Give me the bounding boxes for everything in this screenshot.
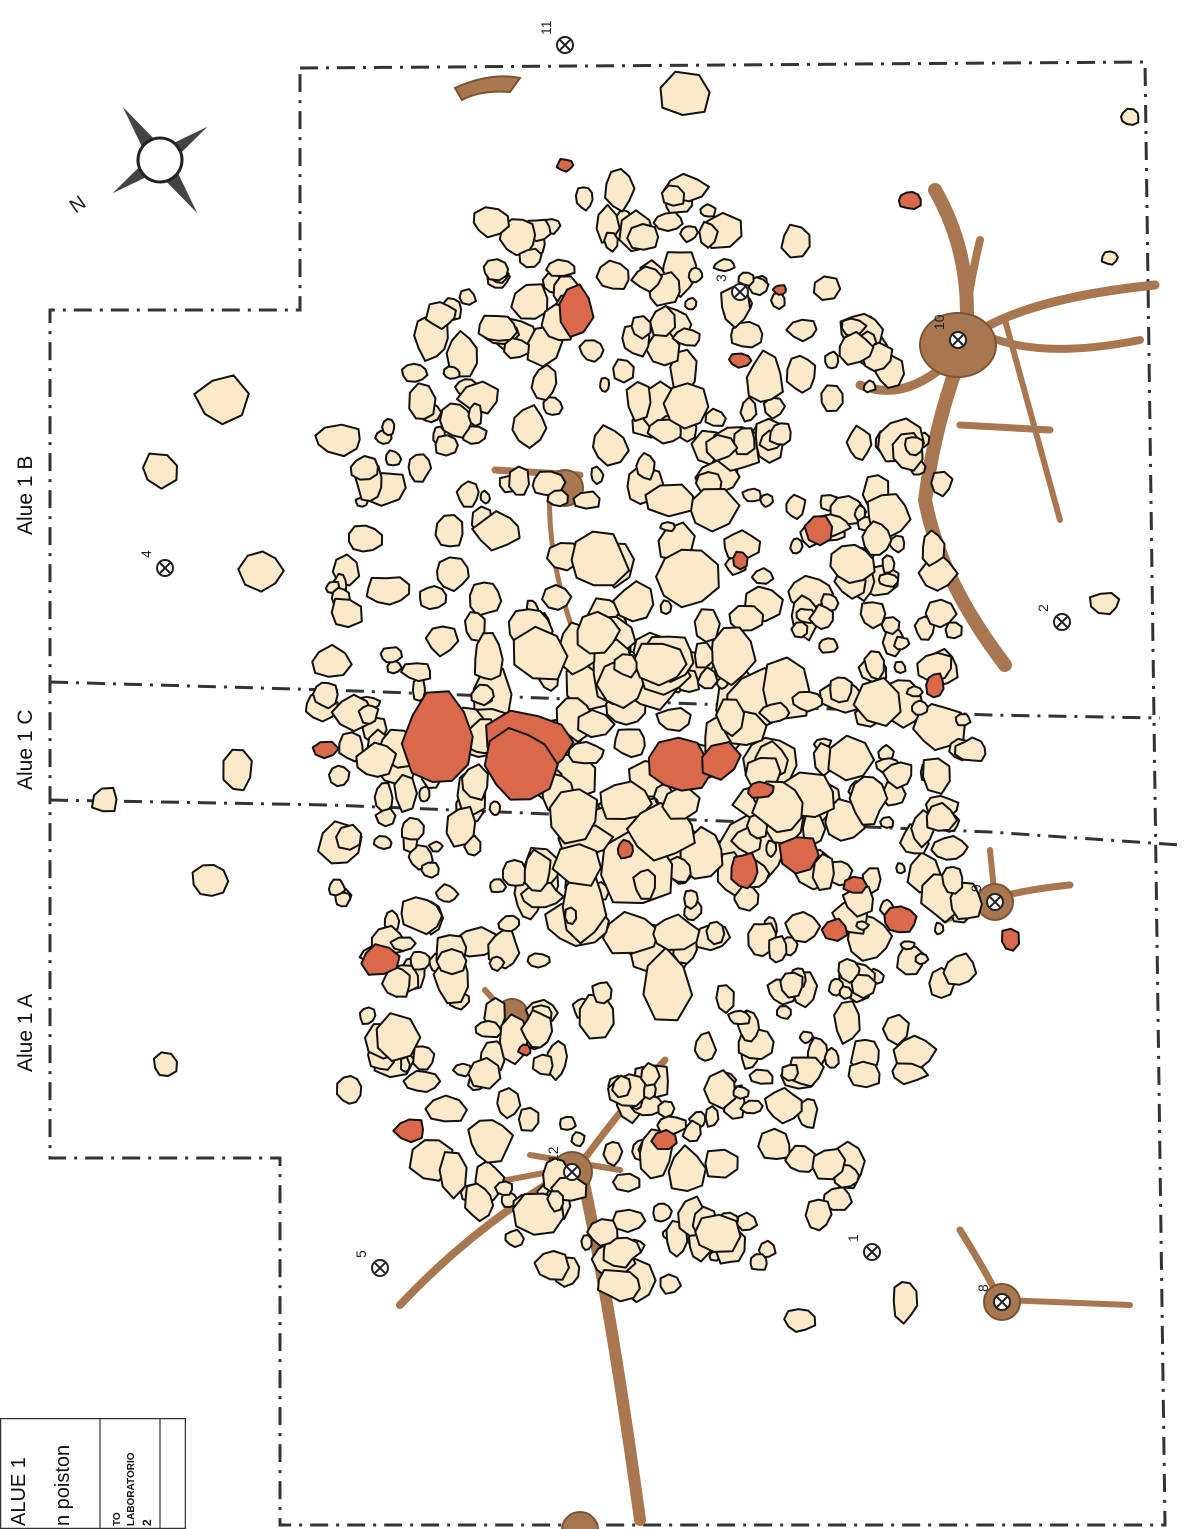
excavation-boundary bbox=[48, 60, 1181, 1527]
measurement-points: 11 3 4 10 2 9 12 5 1 8 bbox=[138, 20, 1071, 1311]
measurement-point-label: 9 bbox=[968, 884, 984, 892]
area-label-1c: Alue 1 C bbox=[14, 709, 37, 790]
measurement-point-9: 9 bbox=[968, 884, 1004, 911]
measurement-point-2: 2 bbox=[1035, 604, 1071, 631]
measurement-point-label: 3 bbox=[713, 274, 729, 282]
area-label-1a: Alue 1 A bbox=[14, 993, 37, 1072]
measurement-point-label: 5 bbox=[353, 1250, 369, 1258]
measurement-point-1: 1 bbox=[845, 1234, 881, 1261]
title-block: ALUE 1 n poiston TO LABORATORIO 2 bbox=[0, 1418, 186, 1529]
measurement-point-11: 11 bbox=[538, 20, 574, 54]
measurement-point-5: 5 bbox=[353, 1250, 389, 1277]
stone-cluster bbox=[91, 70, 1140, 1333]
measurement-point-4: 4 bbox=[138, 550, 174, 577]
title-block-field-b: LABORATORIO bbox=[126, 1452, 137, 1526]
title-block-line1: ALUE 1 bbox=[8, 1457, 30, 1526]
burnt-stone-cluster bbox=[311, 158, 1021, 1150]
measurement-point-label: 8 bbox=[975, 1284, 991, 1292]
title-block-field-c: 2 bbox=[140, 1519, 154, 1526]
compass-rose-icon bbox=[112, 106, 208, 214]
measurement-point-label: 2 bbox=[1035, 604, 1051, 612]
title-block-line2: n poiston bbox=[52, 1444, 74, 1526]
measurement-point-10: 10 bbox=[931, 314, 967, 349]
measurement-point-12: 12 bbox=[545, 1146, 581, 1181]
measurement-point-label: 10 bbox=[931, 314, 947, 330]
measurement-point-label: 12 bbox=[545, 1146, 561, 1162]
title-block-field-a: TO bbox=[112, 1512, 123, 1526]
measurement-point-label: 11 bbox=[538, 20, 554, 35]
measurement-point-3: 3 bbox=[713, 274, 749, 301]
area-label-1b: Alue 1 B bbox=[14, 455, 37, 535]
measurement-point-label: 4 bbox=[138, 550, 154, 558]
measurement-point-8: 8 bbox=[975, 1284, 1011, 1311]
compass-north-label: N bbox=[66, 192, 90, 218]
measurement-point-label: 1 bbox=[845, 1234, 861, 1242]
